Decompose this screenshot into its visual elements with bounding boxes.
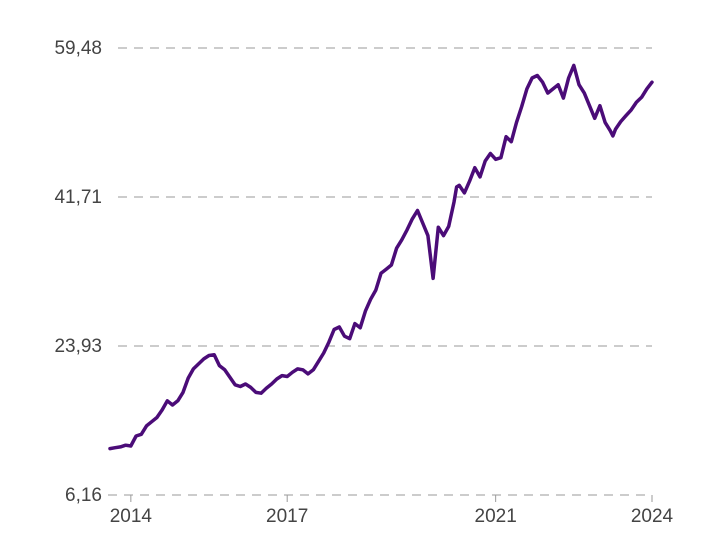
y-axis-labels: 6,16 23,93 41,71 59,48 — [54, 38, 102, 506]
y-tick-label: 6,16 — [65, 485, 102, 506]
grid-layer — [108, 47, 653, 502]
x-axis-labels: 2014 2017 2021 2024 — [110, 506, 674, 527]
y-tick-label: 23,93 — [54, 336, 102, 357]
y-tick-label: 41,71 — [54, 187, 102, 208]
x-tick-label: 2014 — [110, 506, 153, 527]
series-layer — [108, 63, 654, 451]
x-tick-label: 2017 — [266, 506, 308, 527]
y-tick-label: 59,48 — [54, 38, 102, 59]
x-tick-label: 2024 — [631, 506, 674, 527]
series-line — [108, 63, 654, 451]
x-tick-label: 2021 — [475, 506, 517, 527]
